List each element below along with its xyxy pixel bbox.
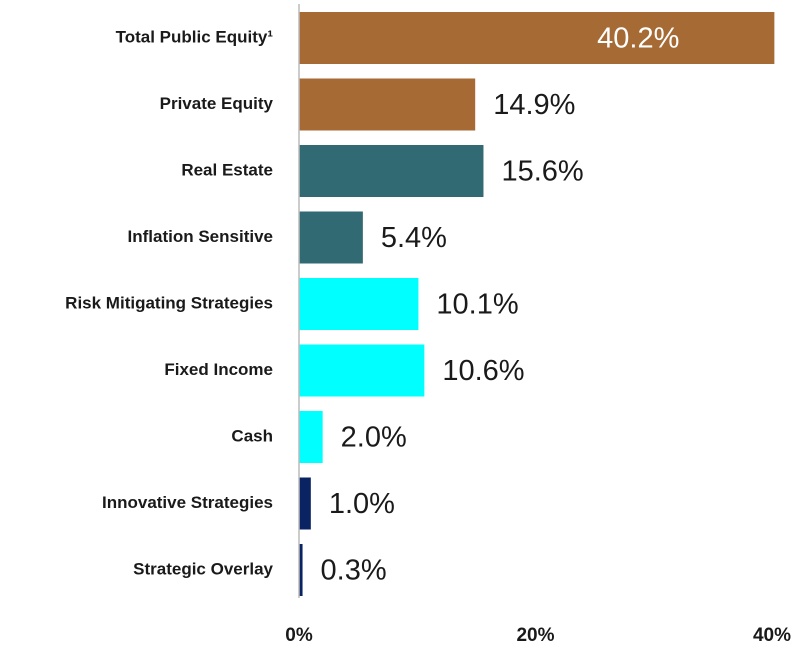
bar xyxy=(299,477,311,530)
bar xyxy=(299,145,484,197)
x-tick-label: 40% xyxy=(753,625,791,646)
x-tick-label: 20% xyxy=(516,625,554,646)
category-label: Inflation Sensitive xyxy=(128,227,273,246)
bar xyxy=(299,78,476,131)
value-label: 0.3% xyxy=(321,555,387,587)
category-label: Strategic Overlay xyxy=(133,559,273,578)
category-label: Total Public Equity¹ xyxy=(116,27,274,46)
value-label: 14.9% xyxy=(493,89,575,121)
value-label: 40.2% xyxy=(597,23,679,55)
bar xyxy=(299,278,419,330)
category-label: Innovative Strategies xyxy=(102,493,273,512)
category-label: Private Equity xyxy=(160,94,274,113)
category-label: Fixed Income xyxy=(164,360,273,379)
bar xyxy=(299,12,775,64)
bar xyxy=(299,411,323,463)
category-label: Cash xyxy=(231,426,273,445)
value-label: 2.0% xyxy=(341,422,407,454)
bar xyxy=(299,344,425,397)
bar xyxy=(299,211,363,264)
value-label: 1.0% xyxy=(329,488,395,520)
value-label: 10.1% xyxy=(436,289,518,321)
bar xyxy=(299,544,303,596)
value-label: 5.4% xyxy=(381,222,447,254)
x-tick-label: 0% xyxy=(285,625,313,646)
category-label: Risk Mitigating Strategies xyxy=(65,293,273,312)
value-label: 10.6% xyxy=(442,355,524,387)
value-label: 15.6% xyxy=(501,156,583,188)
category-label: Real Estate xyxy=(181,160,273,179)
